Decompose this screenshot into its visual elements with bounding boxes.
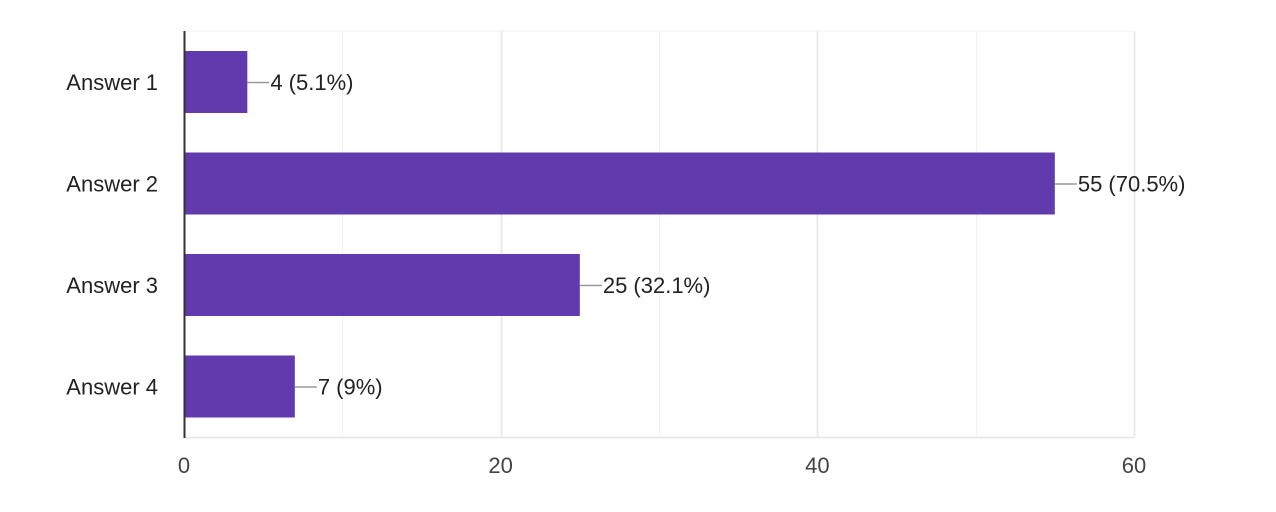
x-tick-label-2: 40: [805, 453, 829, 478]
grid-layer: [184, 30, 1136, 439]
category-label-3: Answer 3: [66, 273, 158, 298]
x-tick-label-1: 20: [488, 453, 512, 478]
category-label-4: Answer 4: [66, 375, 158, 400]
bar-1: [184, 51, 248, 113]
data-label-3: 25 (32.1%): [603, 273, 711, 298]
data-label-1: 4 (5.1%): [270, 70, 353, 95]
bar-3: [184, 254, 580, 316]
bar-2: [184, 152, 1055, 215]
bar-4: [184, 355, 295, 418]
label-layer: 4 (5.1%) Answer 1 55 (70.5%) Answer 2 25 (32…: [66, 70, 1185, 478]
bar-layer: [184, 51, 1077, 418]
data-label-4: 7 (9%): [318, 375, 383, 400]
data-label-2: 55 (70.5%): [1078, 172, 1186, 197]
x-tick-label-0: 0: [178, 453, 190, 478]
category-label-1: Answer 1: [66, 70, 158, 95]
category-label-2: Answer 2: [66, 172, 158, 197]
x-tick-label-3: 60: [1122, 453, 1146, 478]
